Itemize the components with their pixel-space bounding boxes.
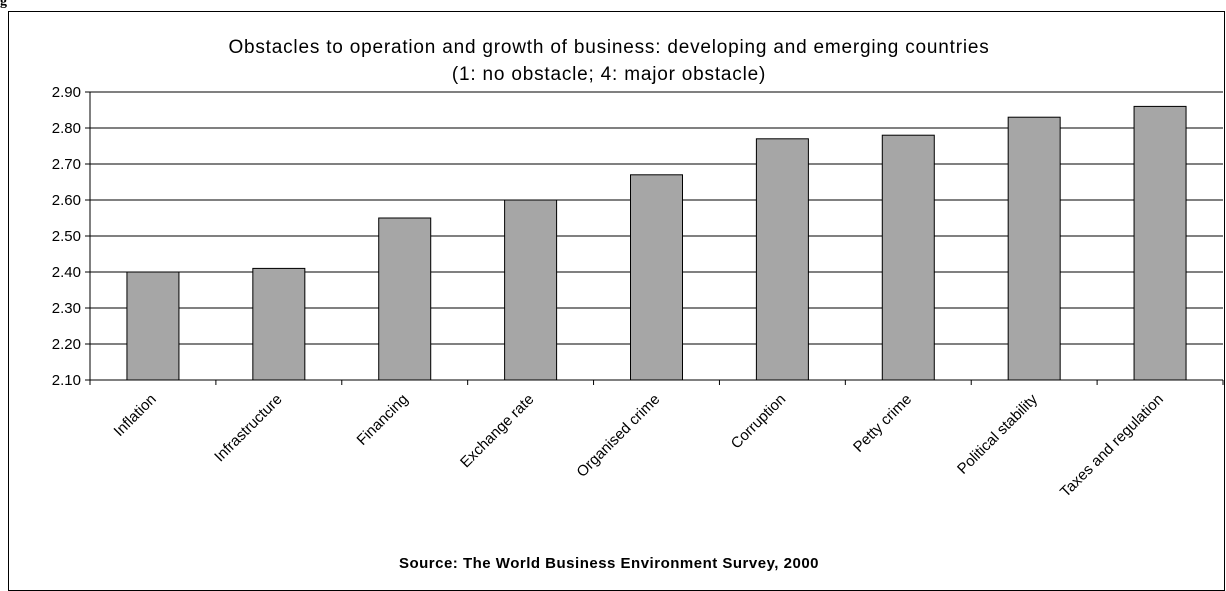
bar-chart: Obstacles to operation and growth of bus…	[52, 37, 1224, 572]
x-tick-label: Corruption	[728, 391, 790, 453]
y-tick-label: 2.70	[52, 156, 81, 173]
x-tick-label: Exchange rate	[457, 391, 537, 471]
bar	[630, 174, 683, 381]
y-tick-label: 2.60	[52, 192, 81, 209]
bars	[126, 105, 1187, 381]
bar	[126, 271, 180, 381]
chart-subtitle: (1: no obstacle; 4: major obstacle)	[452, 64, 766, 85]
x-tick-label: Financing	[354, 391, 412, 449]
x-tick-label: Organised crime	[573, 391, 663, 481]
bar	[881, 134, 935, 381]
y-tick-label: 2.20	[52, 336, 81, 353]
y-tick-label: 2.80	[52, 120, 81, 137]
x-tick-label: Taxes and regulation	[1057, 391, 1167, 501]
bar	[755, 138, 809, 381]
axes	[85, 91, 1224, 385]
y-tick-labels: 2.10 2.20 2.30 2.40 2.50 2.60 2.70 2.80 2.90	[52, 84, 81, 389]
x-tick-label: Petty crime	[850, 391, 915, 456]
y-tick-label: 2.40	[52, 264, 81, 281]
y-tick-label: 2.10	[52, 372, 81, 389]
bar	[252, 267, 306, 381]
y-tick-label: 2.90	[52, 84, 81, 101]
bar	[1007, 116, 1061, 381]
bar	[1133, 105, 1187, 381]
bar	[504, 199, 558, 381]
y-tick-label: 2.30	[52, 300, 81, 317]
figure-label: g	[0, 0, 7, 9]
x-tick-label: Political stability	[954, 390, 1041, 477]
chart-frame: Obstacles to operation and growth of bus…	[8, 11, 1225, 591]
x-tick-labels: Inflation Infrastructure Financing Exchange…	[111, 390, 1167, 500]
bar	[378, 217, 432, 381]
y-tick-label: 2.50	[52, 228, 81, 245]
x-tick-label: Inflation	[111, 391, 160, 440]
chart-title: Obstacles to operation and growth of bus…	[228, 37, 989, 58]
chart-source: Source: The World Business Environment S…	[399, 555, 819, 572]
x-tick-label: Infrastructure	[211, 391, 286, 466]
